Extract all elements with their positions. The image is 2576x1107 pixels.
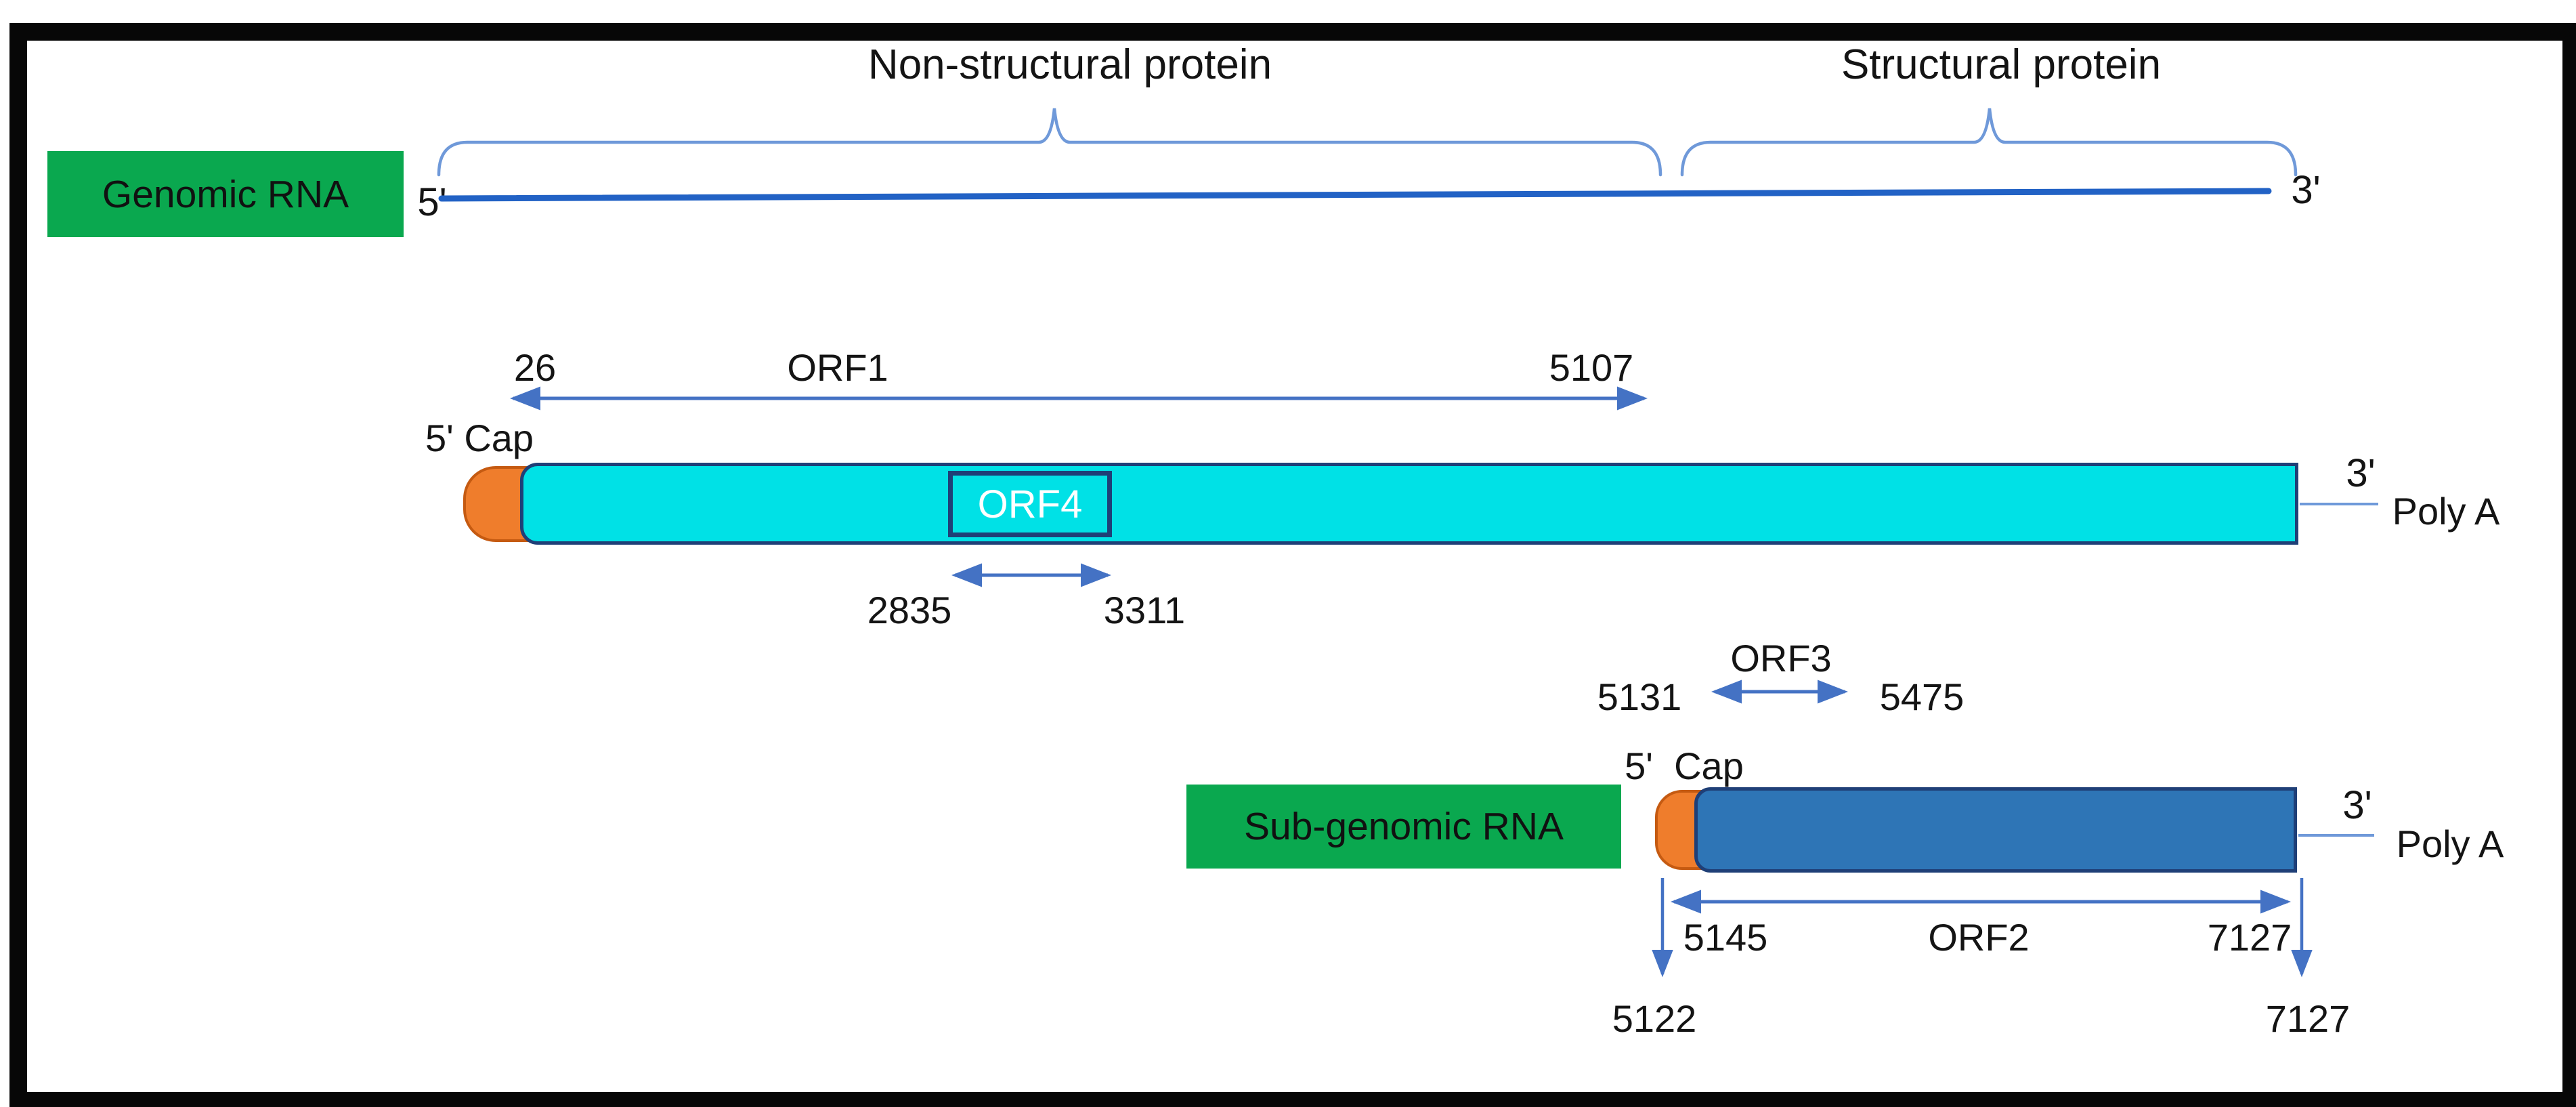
genomic-bar-three-prime-label: 3' bbox=[2346, 451, 2376, 495]
subgenomic-cap-label: 5' Cap bbox=[1625, 745, 1744, 787]
orf4-start-value: 2835 bbox=[867, 589, 952, 631]
orf1-label: ORF1 bbox=[787, 346, 888, 389]
subgenomic-three-prime-label: 3' bbox=[2342, 783, 2372, 827]
genomic-rna-bar bbox=[520, 463, 2298, 545]
orf1-start-value: 26 bbox=[513, 346, 557, 389]
nonstructural-protein-label: Non-structural protein bbox=[867, 41, 1272, 88]
genomic-cap-label: 5' Cap bbox=[425, 417, 534, 459]
genomic-three-prime-label: 3' bbox=[2291, 168, 2321, 212]
orf4-label: ORF4 bbox=[977, 482, 1083, 526]
orf3-end-value: 5475 bbox=[1879, 675, 1965, 718]
subgenomic-rna-label: Sub-genomic RNA bbox=[1243, 805, 1564, 848]
orf2-label: ORF2 bbox=[1928, 916, 2030, 959]
orf2-end-value: 7127 bbox=[2207, 916, 2292, 959]
subgenomic-poly-a-label: Poly A bbox=[2396, 822, 2504, 865]
genomic-five-prime-label: 5' bbox=[417, 180, 447, 224]
genome-position-7127-value: 7127 bbox=[2265, 997, 2350, 1040]
orf3-start-value: 5131 bbox=[1597, 675, 1682, 718]
structural-protein-label: Structural protein bbox=[1841, 41, 2162, 88]
orf2-start-value: 5145 bbox=[1683, 916, 1768, 959]
genomic-rna-badge: Genomic RNA bbox=[47, 151, 404, 237]
orf4-end-value: 3311 bbox=[1103, 589, 1186, 631]
orf4-box: ORF4 bbox=[948, 471, 1112, 537]
orf3-label: ORF3 bbox=[1730, 637, 1832, 680]
subgenomic-rna-badge: Sub-genomic RNA bbox=[1186, 785, 1621, 869]
genome-position-5122-value: 5122 bbox=[1612, 997, 1697, 1040]
subgenomic-rna-bar bbox=[1694, 787, 2297, 873]
genomic-poly-a-label: Poly A bbox=[2392, 490, 2500, 532]
orf1-end-value: 5107 bbox=[1549, 346, 1634, 389]
figure-border-frame bbox=[9, 23, 2576, 1107]
genomic-rna-label: Genomic RNA bbox=[102, 172, 349, 216]
